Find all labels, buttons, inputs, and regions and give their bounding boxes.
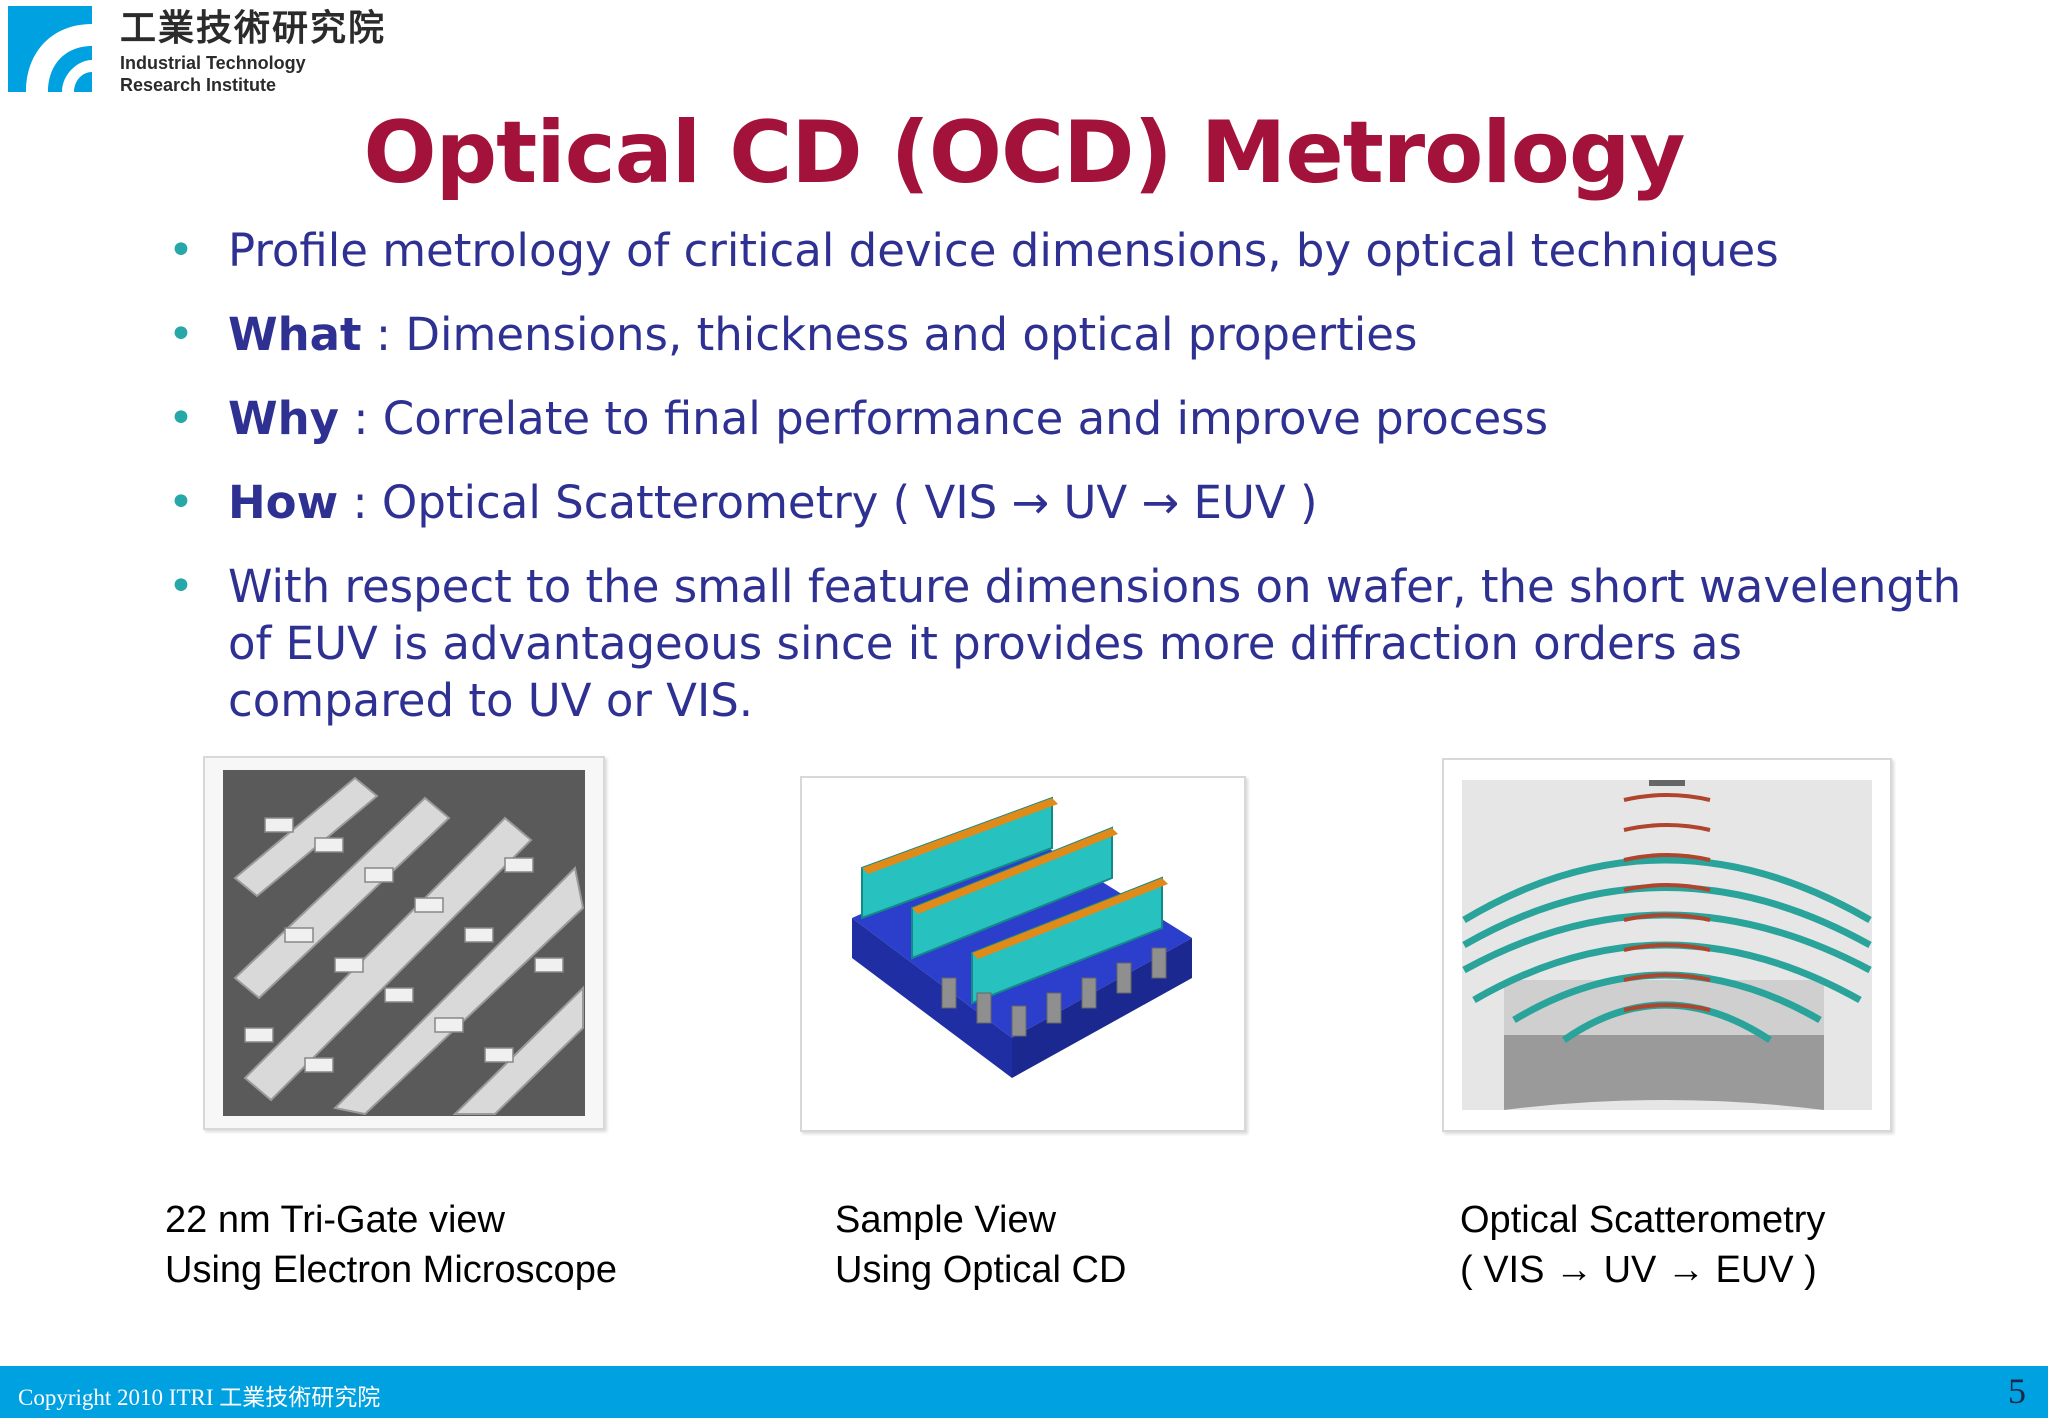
bullet-dot-icon: • <box>168 393 194 444</box>
caption-line: 22 nm Tri-Gate view <box>165 1199 505 1241</box>
caption-line: Optical Scatterometry <box>1460 1199 1826 1241</box>
slide-title: Optical CD (OCD) Metrology <box>363 103 1686 203</box>
bullet-item: • Why : Correlate to final performance a… <box>168 390 1968 447</box>
caption-line: Using Electron Microscope <box>165 1249 617 1291</box>
ocd-sample-view-image <box>800 776 1246 1132</box>
optical-scatterometry-image <box>1442 758 1892 1132</box>
bullet-dot-icon: • <box>168 309 194 360</box>
itri-logo-icon <box>8 6 92 92</box>
figure-caption: Sample View Using Optical CD <box>835 1195 1126 1295</box>
page-number: 5 <box>2008 1371 2026 1411</box>
bullet-text: : Correlate to final performance and imp… <box>339 392 1549 445</box>
bullet-item: • What : Dimensions, thickness and optic… <box>168 306 1968 363</box>
bullet-text: Profile metrology of critical device dim… <box>228 224 1779 277</box>
caption-line: Sample View <box>835 1199 1057 1241</box>
logo-chinese-name: 工業技術研究院 <box>120 8 387 49</box>
caption-line: ( VIS → UV → EUV ) <box>1460 1249 1817 1291</box>
bullet-dot-icon: • <box>168 477 194 528</box>
copyright-text: Copyright 2010 ITRI 工業技術研究院 <box>18 1385 381 1410</box>
bullet-label: How <box>228 476 339 529</box>
bullet-label: What <box>228 308 362 361</box>
bullet-dot-icon: • <box>168 225 194 276</box>
figure-caption: Optical Scatterometry ( VIS → UV → EUV ) <box>1460 1195 1825 1295</box>
bullet-text: : Dimensions, thickness and optical prop… <box>361 308 1418 361</box>
logo-english-line1: Industrial Technology <box>120 53 306 73</box>
caption-line: Using Optical CD <box>835 1249 1127 1291</box>
bullet-text: : Optical Scatterometry ( VIS → UV → EUV… <box>338 476 1318 529</box>
bullet-label: Why <box>228 392 340 445</box>
bullet-dot-icon: • <box>168 561 194 612</box>
bullet-text: With respect to the small feature dimens… <box>228 560 1962 727</box>
figure-caption: 22 nm Tri-Gate view Using Electron Micro… <box>165 1195 617 1295</box>
logo-text: 工業技術研究院 Industrial Technology Research I… <box>120 6 386 96</box>
bullet-item: • With respect to the small feature dime… <box>168 558 1968 729</box>
bullet-list: • Profile metrology of critical device d… <box>168 222 1968 756</box>
sem-trigate-image <box>203 756 605 1130</box>
footer-bar: Copyright 2010 ITRI 工業技術研究院 5 <box>0 1366 2048 1418</box>
bullet-item: • Profile metrology of critical device d… <box>168 222 1968 279</box>
bullet-item: • How : Optical Scatterometry ( VIS → UV… <box>168 474 1968 531</box>
logo-english-line2: Research Institute <box>120 75 277 95</box>
